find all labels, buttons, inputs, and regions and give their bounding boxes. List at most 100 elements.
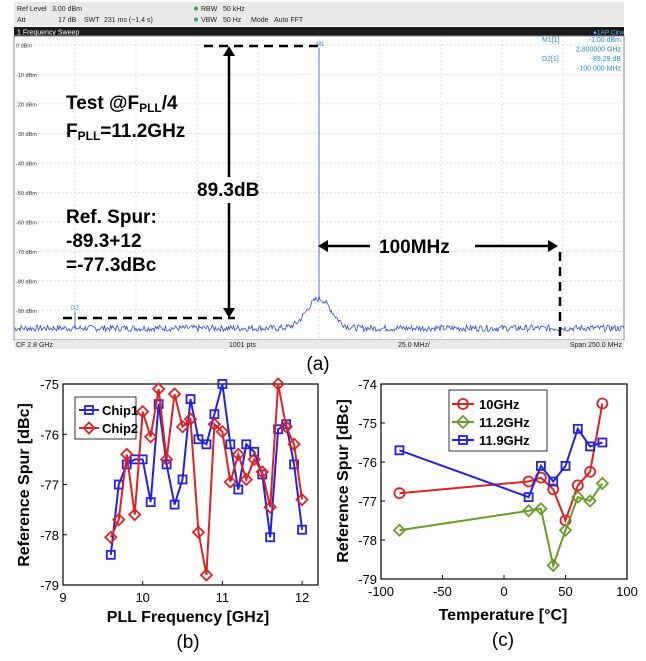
- data-point-chip2: [104, 530, 118, 545]
- data-point-chip2: [135, 404, 150, 419]
- swt-value: 231 ms (~1.4 s): [104, 17, 153, 24]
- rbw-label: RBW: [201, 6, 218, 13]
- data-point-chip2: [159, 452, 174, 467]
- data-point-11-9ghz: [548, 476, 559, 487]
- sweep-title: 1 Frequency Sweep: [17, 30, 79, 37]
- trace-label: ●1AP Clrw: [593, 30, 624, 37]
- att-value: 17 dB: [58, 17, 77, 24]
- data-point-chip2: [199, 568, 214, 582]
- center-frequency: CF 2.8 GHz: [16, 342, 53, 349]
- diamond-marker-icon: [455, 414, 471, 430]
- spectrum-trace: [13, 47, 625, 333]
- x-tick-label: -50: [433, 584, 452, 599]
- x-tick-label: 9: [59, 590, 66, 605]
- data-point-chip2: [143, 429, 158, 444]
- data-point-chip1: [249, 446, 260, 457]
- arrowhead-right-icon: [548, 240, 558, 252]
- marker-value: 2.800000 GHz: [576, 47, 622, 54]
- data-point-chip1: [185, 394, 196, 404]
- data-point-chip2: [271, 377, 285, 391]
- analyzer-footer: [14, 340, 624, 349]
- rbw-dot-icon: [194, 6, 198, 11]
- y-tick-label: -76: [40, 427, 59, 442]
- marker-d2-tag: D2: [71, 305, 79, 311]
- diamond-marker-icon: [82, 421, 96, 435]
- ytick-label: -30 dBm: [16, 132, 37, 138]
- mode-label: Mode: [251, 17, 269, 24]
- annotation-lines: [63, 44, 562, 337]
- marker-label: D2[1]: [542, 56, 559, 63]
- chip-spur-chart: 9 10 11 12 -75 -76 -77 -78 -79 Chip1 Chip2 PLL F…: [16, 377, 319, 653]
- data-point-10ghz: [584, 465, 596, 478]
- points-count: 1001 pts: [229, 342, 256, 349]
- data-point-10ghz: [522, 475, 535, 488]
- marker-label: M1[1]: [542, 37, 560, 44]
- marker-value: -89.29 dB: [591, 56, 622, 63]
- data-point-11-2ghz: [546, 558, 560, 573]
- panel-label-b: (b): [176, 632, 199, 653]
- ytick-label: -40 dBm: [16, 161, 37, 167]
- data-point-chip1: [105, 549, 116, 560]
- x-tick-label: -100: [368, 584, 394, 599]
- data-point-11-2ghz: [595, 476, 610, 491]
- legend-c: 10GHz 11.2GHz 11.9GHz: [448, 389, 548, 452]
- data-point-11-2ghz: [534, 502, 548, 516]
- y-tick-label: -75: [40, 377, 59, 392]
- data-point-11-9ghz: [597, 437, 608, 448]
- data-point-11-2ghz: [571, 490, 585, 504]
- y-tick-label: -77: [358, 494, 377, 509]
- delta-db-label: 89.3dB: [197, 180, 259, 201]
- ref-spur-line2: -89.3+12: [66, 231, 142, 252]
- legend-label-11-2ghz: 11.2GHz: [479, 415, 530, 430]
- data-point-chip2: [287, 437, 301, 452]
- spectrum-analyzer-panel: Ref Level 3.00 dBm Att 17 dB SWT 231 ms …: [13, 2, 625, 375]
- legend-label-10ghz: 10GHz: [479, 397, 520, 412]
- data-point-chip1: [177, 474, 188, 485]
- data-point-11-2ghz: [583, 494, 597, 508]
- data-point-chip2: [247, 452, 262, 467]
- ref-spur-line1: Ref. Spur:: [66, 207, 157, 228]
- y-axis-label-b: Reference Spur [dBc]: [16, 403, 33, 567]
- data-point-11-9ghz: [585, 441, 595, 452]
- series-c: [392, 397, 610, 573]
- series-line-11-9ghz: [399, 426, 603, 499]
- pll-frequency: FPLL=11.2GHz: [66, 121, 185, 143]
- data-point-chip2: [191, 525, 206, 540]
- data-point-chip2: [215, 424, 230, 439]
- square-marker-icon: [84, 405, 94, 415]
- temperature-spur-chart: -100 -50 0 50 100 -74 -75 -76 -77 -78 -79 10GHz 11…: [335, 377, 638, 651]
- y-tick-label: -74: [358, 377, 377, 392]
- y-axis-label-c: Reference Spur [dBc]: [335, 399, 352, 563]
- legend-b: Chip1 Chip2: [74, 396, 138, 440]
- y-tick-label: -78: [358, 533, 377, 548]
- data-point-11-2ghz: [392, 523, 407, 538]
- y-tick-label: -75: [358, 416, 377, 431]
- data-point-chip2: [183, 412, 198, 426]
- x-tick-label: 10: [135, 590, 149, 605]
- data-point-chip1: [201, 439, 212, 450]
- analyzer-header: [14, 2, 624, 26]
- data-point-chip1: [217, 379, 228, 389]
- ref-spur-line3: =-77.3dBc: [66, 255, 157, 276]
- span-value: Span 250.0 MHz: [570, 342, 623, 349]
- series-b: [104, 377, 309, 582]
- data-point-11-9ghz: [572, 423, 583, 434]
- data-point-chip2: [239, 472, 254, 487]
- axis-ticks-b: 9 10 11 12 -75 -76 -77 -78 -79: [40, 377, 309, 605]
- sweep-title-bar: [14, 27, 624, 36]
- data-point-chip1: [153, 399, 164, 410]
- legend-box-b: [74, 396, 137, 440]
- data-point-10ghz: [596, 397, 609, 410]
- data-point-chip1: [193, 434, 204, 445]
- data-point-11-2ghz: [521, 503, 536, 518]
- ytick-label: -70 dBm: [16, 250, 37, 256]
- test-condition: Test @FPLL/4: [66, 93, 178, 115]
- data-point-11-9ghz: [523, 492, 534, 503]
- spectrum-ytick-labels: 0 dBm -10 dBm -20 dBm -30 dBm -40 dBm -50 dBm…: [16, 43, 37, 315]
- ytick-label: -80 dBm: [16, 279, 37, 285]
- marker-m1-tag: M1: [316, 42, 325, 48]
- panel-label-a: (a): [306, 354, 329, 375]
- data-point-chip2: [119, 447, 134, 462]
- ref-level-label: Ref Level: [17, 6, 47, 13]
- data-point-chip1: [225, 439, 236, 450]
